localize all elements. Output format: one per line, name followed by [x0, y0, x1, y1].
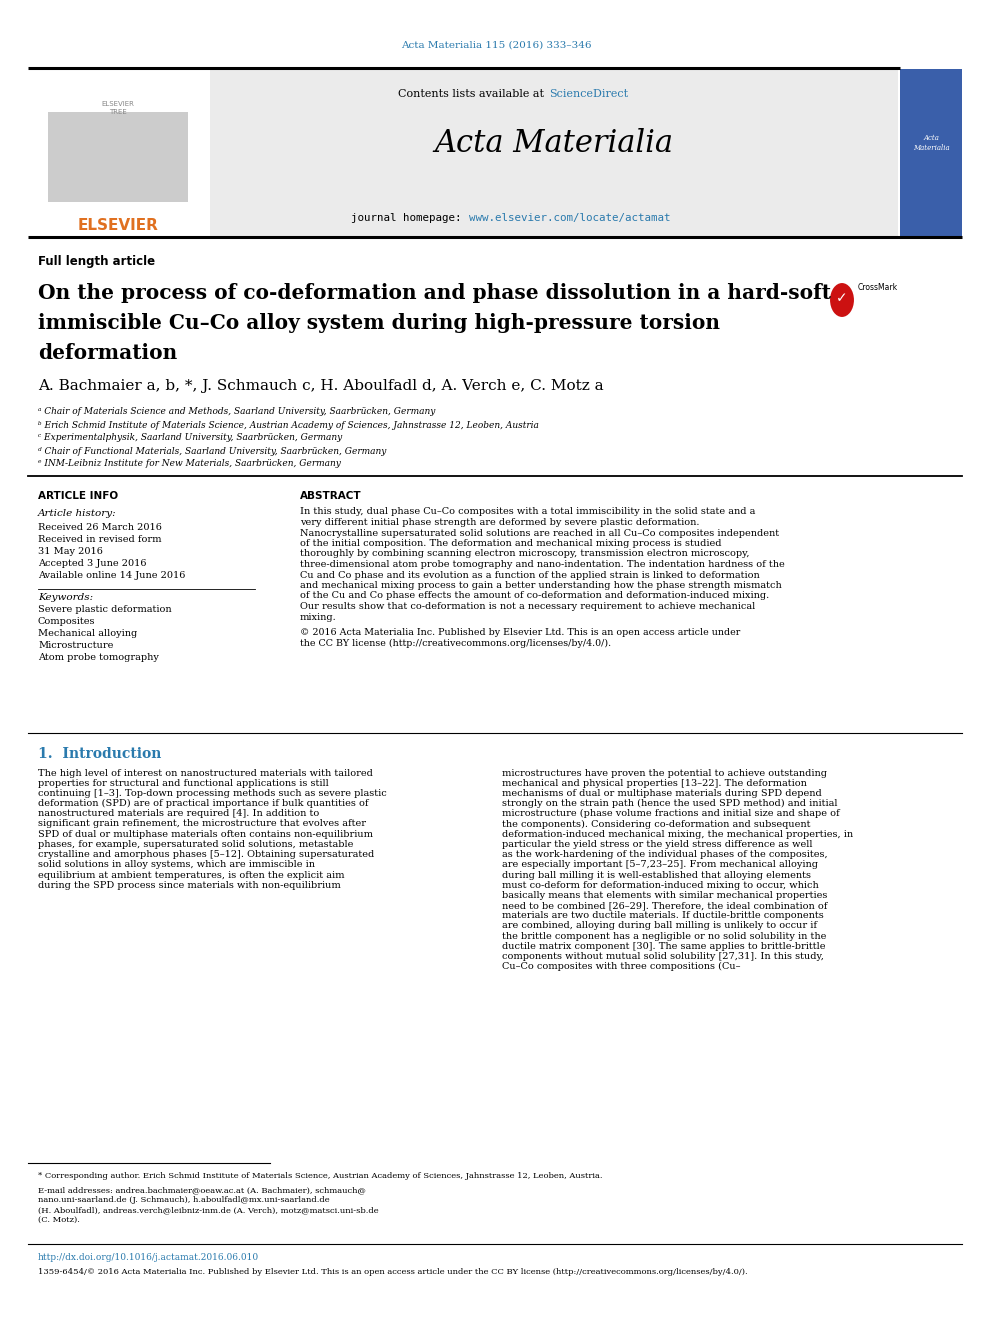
Text: three-dimensional atom probe tomography and nano-indentation. The indentation ha: three-dimensional atom probe tomography …: [300, 560, 785, 569]
Text: 31 May 2016: 31 May 2016: [38, 546, 103, 556]
Text: as the work-hardening of the individual phases of the composites,: as the work-hardening of the individual …: [502, 851, 827, 859]
Text: ELSEVIER
TREE: ELSEVIER TREE: [101, 102, 135, 115]
Text: are especially important [5–7,23–25]. From mechanical alloying: are especially important [5–7,23–25]. Fr…: [502, 860, 818, 869]
Text: phases, for example, supersaturated solid solutions, metastable: phases, for example, supersaturated soli…: [38, 840, 353, 849]
Text: ᶜ Experimentalphysik, Saarland University, Saarbrücken, Germany: ᶜ Experimentalphysik, Saarland Universit…: [38, 434, 342, 442]
Text: ᵇ Erich Schmid Institute of Materials Science, Austrian Academy of Sciences, Jah: ᵇ Erich Schmid Institute of Materials Sc…: [38, 421, 539, 430]
Text: ELSEVIER: ELSEVIER: [77, 218, 159, 233]
Text: equilibrium at ambient temperatures, is often the explicit aim: equilibrium at ambient temperatures, is …: [38, 871, 344, 880]
Text: the brittle component has a negligible or no solid solubility in the: the brittle component has a negligible o…: [502, 931, 826, 941]
Text: mechanisms of dual or multiphase materials during SPD depend: mechanisms of dual or multiphase materia…: [502, 789, 821, 798]
Text: Atom probe tomography: Atom probe tomography: [38, 654, 159, 663]
Text: A. Bachmaier a, b, *, J. Schmauch c, H. Aboulfadl d, A. Verch e, C. Motz a: A. Bachmaier a, b, *, J. Schmauch c, H. …: [38, 378, 603, 393]
Text: strongly on the strain path (hence the used SPD method) and initial: strongly on the strain path (hence the u…: [502, 799, 837, 808]
Text: the components). Considering co-deformation and subsequent: the components). Considering co-deformat…: [502, 819, 810, 828]
Text: Cu–Co composites with three compositions (Cu–: Cu–Co composites with three compositions…: [502, 962, 740, 971]
Text: solid solutions in alloy systems, which are immiscible in: solid solutions in alloy systems, which …: [38, 860, 315, 869]
Text: Article history:: Article history:: [38, 509, 117, 519]
Text: Full length article: Full length article: [38, 254, 155, 267]
Text: must co-deform for deformation-induced mixing to occur, which: must co-deform for deformation-induced m…: [502, 881, 818, 889]
Text: Received 26 March 2016: Received 26 March 2016: [38, 523, 162, 532]
Text: Our results show that co-deformation is not a necessary requirement to achieve m: Our results show that co-deformation is …: [300, 602, 755, 611]
Text: microstructures have proven the potential to achieve outstanding: microstructures have proven the potentia…: [502, 769, 827, 778]
Text: ᵈ Chair of Functional Materials, Saarland University, Saarbrücken, Germany: ᵈ Chair of Functional Materials, Saarlan…: [38, 446, 386, 455]
Text: ARTICLE INFO: ARTICLE INFO: [38, 491, 118, 501]
Ellipse shape: [829, 282, 855, 318]
Text: ✓: ✓: [836, 291, 848, 306]
Text: www.elsevier.com/locate/actamat: www.elsevier.com/locate/actamat: [469, 213, 671, 224]
Text: ᵉ INM-Leibniz Institute for New Materials, Saarbrücken, Germany: ᵉ INM-Leibniz Institute for New Material…: [38, 459, 341, 468]
FancyBboxPatch shape: [28, 69, 210, 237]
Text: mechanical and physical properties [13–22]. The deformation: mechanical and physical properties [13–2…: [502, 779, 806, 787]
Text: Keywords:: Keywords:: [38, 593, 93, 602]
Text: (H. Aboulfadl), andreas.verch@leibniz-inm.de (A. Verch), motz@matsci.uni-sb.de: (H. Aboulfadl), andreas.verch@leibniz-in…: [38, 1207, 379, 1215]
Text: (C. Motz).: (C. Motz).: [38, 1216, 80, 1224]
Text: immiscible Cu–Co alloy system during high-pressure torsion: immiscible Cu–Co alloy system during hig…: [38, 314, 720, 333]
Text: In this study, dual phase Cu–Co composites with a total immiscibility in the sol: In this study, dual phase Cu–Co composit…: [300, 508, 755, 516]
Text: Nanocrystalline supersaturated solid solutions are reached in all Cu–Co composit: Nanocrystalline supersaturated solid sol…: [300, 528, 779, 537]
Text: Acta
Materialia: Acta Materialia: [913, 135, 949, 152]
Text: basically means that elements with similar mechanical properties: basically means that elements with simil…: [502, 890, 827, 900]
Text: http://dx.doi.org/10.1016/j.actamat.2016.06.010: http://dx.doi.org/10.1016/j.actamat.2016…: [38, 1253, 259, 1262]
Text: and mechanical mixing process to gain a better understanding how the phase stren: and mechanical mixing process to gain a …: [300, 581, 782, 590]
Text: very different initial phase strength are deformed by severe plastic deformation: very different initial phase strength ar…: [300, 519, 699, 527]
Text: properties for structural and functional applications is still: properties for structural and functional…: [38, 779, 328, 787]
Text: Contents lists available at: Contents lists available at: [399, 89, 548, 99]
Text: nanostructured materials are required [4]. In addition to: nanostructured materials are required [4…: [38, 810, 319, 819]
FancyBboxPatch shape: [48, 112, 188, 202]
Text: nano.uni-saarland.de (J. Schmauch), h.aboulfadl@mx.uni-saarland.de: nano.uni-saarland.de (J. Schmauch), h.ab…: [38, 1196, 329, 1204]
Text: particular the yield stress or the yield stress difference as well: particular the yield stress or the yield…: [502, 840, 812, 849]
Text: SPD of dual or multiphase materials often contains non-equilibrium: SPD of dual or multiphase materials ofte…: [38, 830, 373, 839]
Text: © 2016 Acta Materialia Inc. Published by Elsevier Ltd. This is an open access ar: © 2016 Acta Materialia Inc. Published by…: [300, 628, 740, 636]
Text: On the process of co-deformation and phase dissolution in a hard-soft: On the process of co-deformation and pha…: [38, 283, 831, 303]
Text: are combined, alloying during ball milling is unlikely to occur if: are combined, alloying during ball milli…: [502, 922, 817, 930]
Text: Cu and Co phase and its evolution as a function of the applied strain is linked : Cu and Co phase and its evolution as a f…: [300, 570, 760, 579]
Text: Mechanical alloying: Mechanical alloying: [38, 630, 137, 639]
Text: need to be combined [26–29]. Therefore, the ideal combination of: need to be combined [26–29]. Therefore, …: [502, 901, 827, 910]
Text: significant grain refinement, the microstructure that evolves after: significant grain refinement, the micros…: [38, 819, 366, 828]
Text: during the SPD process since materials with non-equilibrium: during the SPD process since materials w…: [38, 881, 340, 889]
Text: of the initial composition. The deformation and mechanical mixing process is stu: of the initial composition. The deformat…: [300, 538, 721, 548]
Text: deformation (SPD) are of practical importance if bulk quantities of: deformation (SPD) are of practical impor…: [38, 799, 368, 808]
Text: microstructure (phase volume fractions and initial size and shape of: microstructure (phase volume fractions a…: [502, 810, 839, 819]
Text: Acta Materialia 115 (2016) 333–346: Acta Materialia 115 (2016) 333–346: [401, 41, 591, 49]
Text: ABSTRACT: ABSTRACT: [300, 491, 362, 501]
Text: of the Cu and Co phase effects the amount of co-deformation and deformation-indu: of the Cu and Co phase effects the amoun…: [300, 591, 769, 601]
Text: deformation: deformation: [38, 343, 178, 363]
Text: 1.  Introduction: 1. Introduction: [38, 747, 162, 761]
Text: journal homepage:: journal homepage:: [351, 213, 468, 224]
Text: Composites: Composites: [38, 618, 95, 627]
Text: Severe plastic deformation: Severe plastic deformation: [38, 606, 172, 614]
FancyBboxPatch shape: [900, 69, 962, 237]
Text: crystalline and amorphous phases [5–12]. Obtaining supersaturated: crystalline and amorphous phases [5–12].…: [38, 851, 374, 859]
Text: The high level of interest on nanostructured materials with tailored: The high level of interest on nanostruct…: [38, 769, 373, 778]
Text: materials are two ductile materials. If ductile-brittle components: materials are two ductile materials. If …: [502, 912, 823, 921]
Text: CrossMark: CrossMark: [858, 283, 898, 292]
Text: 1359-6454/© 2016 Acta Materialia Inc. Published by Elsevier Ltd. This is an open: 1359-6454/© 2016 Acta Materialia Inc. Pu…: [38, 1267, 748, 1275]
Text: Accepted 3 June 2016: Accepted 3 June 2016: [38, 558, 147, 568]
Text: deformation-induced mechanical mixing, the mechanical properties, in: deformation-induced mechanical mixing, t…: [502, 830, 853, 839]
Text: ductile matrix component [30]. The same applies to brittle-brittle: ductile matrix component [30]. The same …: [502, 942, 825, 951]
Text: thoroughly by combining scanning electron microscopy, transmission electron micr: thoroughly by combining scanning electro…: [300, 549, 750, 558]
Text: mixing.: mixing.: [300, 613, 336, 622]
Text: continuing [1–3]. Top-down processing methods such as severe plastic: continuing [1–3]. Top-down processing me…: [38, 789, 387, 798]
Text: E-mail addresses: andrea.bachmaier@oeaw.ac.at (A. Bachmaier), schmauch@: E-mail addresses: andrea.bachmaier@oeaw.…: [38, 1185, 366, 1193]
Text: Microstructure: Microstructure: [38, 642, 113, 651]
FancyBboxPatch shape: [210, 69, 898, 237]
Text: ScienceDirect: ScienceDirect: [549, 89, 628, 99]
Text: Received in revised form: Received in revised form: [38, 534, 162, 544]
Text: components without mutual solid solubility [27,31]. In this study,: components without mutual solid solubili…: [502, 953, 824, 960]
Text: ᵃ Chair of Materials Science and Methods, Saarland University, Saarbrücken, Germ: ᵃ Chair of Materials Science and Methods…: [38, 407, 435, 417]
Text: the CC BY license (http://creativecommons.org/licenses/by/4.0/).: the CC BY license (http://creativecommon…: [300, 639, 611, 647]
Text: Available online 14 June 2016: Available online 14 June 2016: [38, 570, 186, 579]
Text: during ball milling it is well-established that alloying elements: during ball milling it is well-establish…: [502, 871, 811, 880]
Text: Acta Materialia: Acta Materialia: [434, 127, 674, 159]
Text: * Corresponding author. Erich Schmid Institute of Materials Science, Austrian Ac: * Corresponding author. Erich Schmid Ins…: [38, 1172, 602, 1180]
